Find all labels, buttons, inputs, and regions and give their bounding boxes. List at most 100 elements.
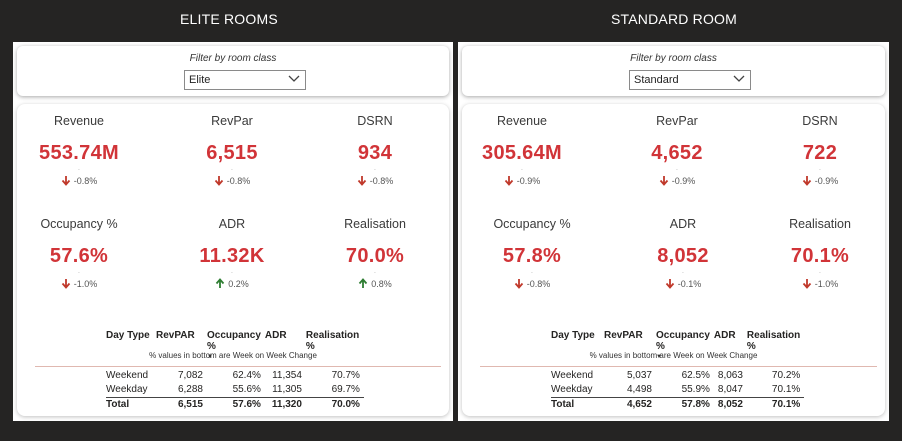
kpi-change-value: -1.0% — [814, 278, 839, 289]
table-cell: 8,052 — [713, 397, 747, 412]
kpi-change-value: -0.8% — [73, 175, 98, 186]
kpi-change: 0.2% — [215, 278, 249, 289]
arrow-down-icon — [659, 176, 668, 186]
table-cell: Weekday — [106, 384, 148, 395]
column-header[interactable]: Realisation % — [305, 330, 360, 352]
table-cell: 70.1% — [746, 397, 805, 412]
kpi-label: Occupancy % — [40, 217, 118, 231]
table-cell: Total — [106, 397, 156, 412]
kpi-dsrn: DSRN 934 . -0.8% — [315, 114, 435, 191]
kpi-value: 305.64M — [482, 142, 562, 164]
room-class-select[interactable]: Standard — [629, 70, 751, 90]
table-cell: 70.0% — [305, 397, 364, 412]
panel-heading-standard: STANDARD ROOM — [611, 11, 738, 27]
kpi-label: Occupancy % — [493, 217, 571, 231]
kpi-change-value: -0.1% — [677, 278, 702, 289]
selected-value: Elite — [189, 74, 211, 86]
kpi-change-value: 0.8% — [371, 278, 392, 289]
table-total-row: Total 6,515 57.6% 11,320 70.0% — [106, 397, 364, 412]
kpi-change: -0.9% — [802, 175, 839, 186]
kpi-occupancy: Occupancy % 57.6% . -1.0% — [19, 217, 139, 294]
table-cell: 55.6% — [232, 384, 261, 395]
column-header[interactable]: ADR — [264, 330, 287, 341]
arrow-down-icon — [802, 176, 811, 186]
kpi-value: 11.32K — [199, 245, 265, 267]
week-change-note: % values in bottom are Week on Week Chan… — [589, 351, 758, 360]
arrow-down-icon — [802, 279, 811, 289]
kpi-card: Revenue 553.74M . -0.8% RevPar 6,515 . -… — [17, 104, 449, 416]
table-cell: 8,063 — [717, 370, 743, 381]
table-row: Weekday 6,288 55.6% 11,305 69.7% — [106, 383, 364, 398]
arrow-up-icon — [216, 278, 225, 288]
kpi-label: Realisation — [344, 217, 406, 231]
table-cell: Weekend — [106, 370, 149, 381]
kpi-value: 722 — [802, 142, 838, 164]
table-cell: 11,320 — [264, 397, 306, 412]
elite-panel: Filter by room class Elite Revenue 553.7… — [13, 42, 453, 421]
standard-panel: Filter by room class Standard Revenue 30… — [458, 42, 889, 421]
table-cell: 62.5% — [681, 370, 710, 381]
column-header[interactable]: RevPAR — [604, 330, 643, 341]
table-cell: 6,515 — [156, 397, 207, 412]
day-type-table: Day Type RevPAR Occupancy % ▼ ADR Realisa… — [551, 330, 805, 412]
kpi-change-value: -0.8% — [369, 175, 394, 186]
kpi-label: Revenue — [53, 114, 105, 128]
table-cell: 62.4% — [232, 370, 261, 381]
table-cell: 11,354 — [272, 370, 302, 381]
table-cell: 4,652 — [604, 397, 656, 412]
arrow-up-icon — [359, 278, 368, 288]
table-cell: 7,082 — [177, 370, 203, 381]
kpi-value: 553.74M — [39, 142, 119, 164]
sort-desc-icon: ▼ — [656, 354, 662, 360]
column-header[interactable]: Occupancy % ▼ — [207, 330, 265, 369]
kpi-change: -0.8% — [514, 278, 550, 289]
selected-value: Standard — [634, 74, 679, 86]
chevron-down-icon — [733, 75, 745, 82]
filter-label: Filter by room class — [630, 53, 717, 64]
table-cell: 70.7% — [331, 370, 360, 381]
room-class-filter: Filter by room class Elite — [17, 46, 449, 96]
week-change-note: % values in bottom are Week on Week Chan… — [149, 351, 317, 360]
table-cell: Weekend — [551, 370, 594, 381]
day-type-table: Day Type RevPAR Occupancy % ▼ ADR Realisa… — [106, 330, 364, 412]
table-total-row: Total 4,652 57.8% 8,052 70.1% — [551, 397, 805, 412]
table-cell: 70.1% — [771, 384, 801, 395]
kpi-label: RevPar — [211, 114, 253, 128]
kpi-occupancy: Occupancy % 57.8% . -0.8% — [472, 217, 592, 294]
kpi-change: -0.8% — [214, 175, 251, 186]
arrow-down-icon — [504, 176, 513, 186]
chevron-down-icon — [288, 75, 300, 82]
kpi-adr: ADR 8,052 . -0.1% — [623, 217, 743, 294]
table-cell: 57.6% — [207, 397, 265, 412]
column-header[interactable]: ADR — [713, 330, 736, 341]
table-cell: 4,498 — [626, 384, 652, 395]
column-header[interactable]: RevPAR — [156, 330, 195, 341]
kpi-dsrn: DSRN 722 . -0.9% — [760, 114, 880, 191]
column-header[interactable]: Realisation % — [746, 330, 801, 352]
kpi-change-value: 0.2% — [228, 278, 249, 289]
kpi-change: -0.8% — [61, 175, 98, 186]
sort-desc-icon: ▼ — [207, 354, 213, 360]
kpi-revpar: RevPar 4,652 . -0.9% — [617, 114, 737, 191]
divider — [480, 366, 877, 367]
kpi-revenue: Revenue 553.74M . -0.8% — [19, 114, 139, 191]
column-header[interactable]: Occupancy % ▼ — [656, 330, 714, 369]
room-class-select[interactable]: Elite — [184, 70, 306, 90]
kpi-label: ADR — [218, 217, 246, 231]
kpi-value: 6,515 — [206, 142, 258, 164]
kpi-value: 8,052 — [657, 245, 709, 267]
kpi-value: 70.1% — [790, 245, 850, 267]
kpi-label: RevPar — [656, 114, 698, 128]
table-cell: Weekday — [551, 384, 593, 395]
kpi-label: Revenue — [496, 114, 548, 128]
filter-label: Filter by room class — [189, 53, 277, 64]
column-header[interactable]: Day Type — [551, 330, 595, 341]
table-header-row: Day Type RevPAR Occupancy % ▼ ADR Realisa… — [551, 330, 804, 369]
kpi-change-value: -1.0% — [73, 278, 98, 289]
arrow-down-icon — [514, 279, 523, 289]
kpi-card: Revenue 305.64M . -0.9% RevPar 4,652 . -… — [462, 104, 885, 416]
kpi-change-value: -0.9% — [814, 175, 839, 186]
kpi-change: -0.9% — [504, 175, 540, 186]
kpi-change-value: -0.8% — [226, 175, 251, 186]
column-header[interactable]: Day Type — [106, 330, 150, 341]
